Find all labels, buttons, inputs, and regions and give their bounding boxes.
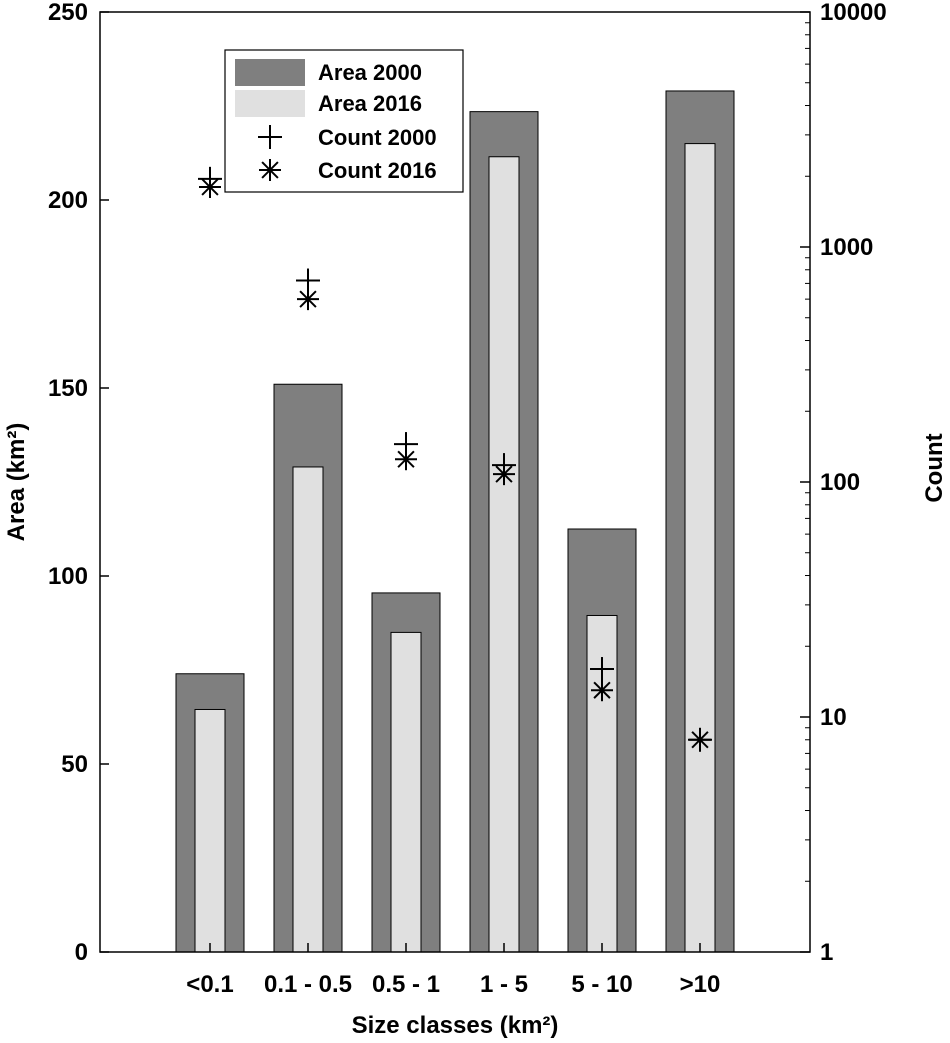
y-left-tick-label-1: 50: [61, 751, 88, 778]
marker-count-2016-3-d2: [495, 465, 513, 483]
x-tick-label-1: 0.1 - 0.5: [264, 971, 352, 998]
marker-count-2016-0: [199, 176, 221, 199]
legend-count-2016-label: Count 2016: [318, 158, 437, 183]
legend-area-2016-swatch: [235, 90, 305, 117]
y-right-tick-label-1: 10: [820, 704, 847, 731]
bar-area-2016-2: [390, 631, 422, 953]
marker-count-2016-3: [493, 463, 515, 486]
marker-count-2016-5: [689, 728, 711, 751]
y-left-tick-label-3: 150: [48, 375, 88, 402]
marker-count-2016-5-d2: [691, 731, 709, 749]
x-tick-label-0: <0.1: [186, 971, 233, 998]
legend-area-2000-label: Area 2000: [318, 60, 422, 85]
marker-count-2016-1-d2: [299, 290, 317, 308]
y-axis-label-right: Count: [921, 433, 948, 502]
marker-count-2016-0-d2: [201, 178, 219, 196]
y-left-tick-label-4: 200: [48, 187, 88, 214]
y-right-tick-label-0: 1: [820, 939, 833, 966]
bar-area-2016-1: [292, 466, 324, 953]
legend-count-2016-marker-d2: [261, 161, 279, 179]
marker-count-2000-4: [590, 657, 614, 682]
bars-layer: [175, 90, 735, 953]
y-right-tick-label-4: 10000: [820, 0, 887, 26]
legend: Area 2000 Area 2016 Count 2000 Count 2016: [224, 49, 464, 193]
markers-layer: [198, 166, 712, 752]
legend-count-2016-marker: [259, 159, 281, 181]
bar-area-2016-0: [194, 708, 226, 953]
marker-count-2016-2: [395, 448, 417, 471]
bar-area-2016-5: [684, 143, 716, 953]
marker-count-2016-4: [591, 679, 613, 702]
x-tick-label-5: >10: [680, 971, 721, 998]
legend-count-2000-label: Count 2000: [318, 125, 437, 150]
y-left-tick-label-0: 0: [75, 939, 88, 966]
marker-count-2016-2-d2: [397, 450, 415, 468]
x-axis-label: Size classes (km²): [352, 1012, 559, 1039]
y-left-tick-label-2: 100: [48, 563, 88, 590]
x-tick-label-4: 5 - 10: [571, 971, 632, 998]
ticks-layer: 0 50 100 150 200 250 1 10 100 1000 10000 <0.1 0.1 - …: [48, 0, 887, 998]
bar-area-2016-3: [488, 156, 520, 953]
y-axis-label-left: Area (km²): [3, 423, 30, 542]
y-right-tick-label-2: 100: [820, 469, 860, 496]
y-right-tick-label-3: 1000: [820, 234, 873, 261]
legend-count-2000-marker: [258, 125, 282, 149]
legend-area-2000-swatch: [235, 59, 305, 86]
y-left-tick-label-5: 250: [48, 0, 88, 26]
marker-count-2016-1: [297, 288, 319, 311]
x-tick-label-3: 1 - 5: [480, 971, 528, 998]
marker-count-2016-4-d2: [593, 681, 611, 699]
x-tick-label-2: 0.5 - 1: [372, 971, 440, 998]
legend-area-2016-label: Area 2016: [318, 91, 422, 116]
